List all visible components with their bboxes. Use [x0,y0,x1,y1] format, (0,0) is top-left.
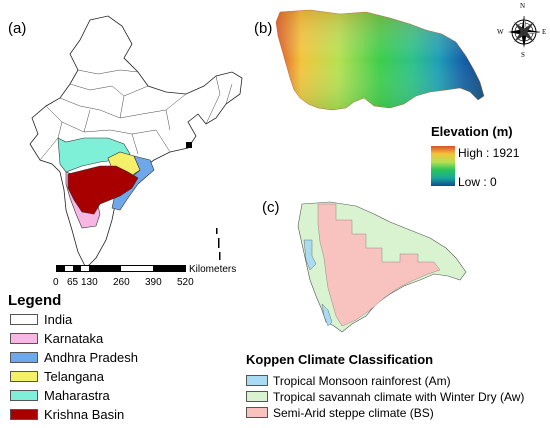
panel-label-a: (a) [8,20,27,37]
legend-swatch [10,390,38,401]
koppen-swatch [246,407,268,418]
scale-tick-labels: 0 65 130 260 390 520 [53,277,196,289]
legend-item-karnataka: Karnataka [10,331,103,346]
scale-tick: 65 [67,277,79,288]
koppen-am-zone-north [303,239,317,271]
koppen-item-aw: Tropical savannah climate with Winter Dr… [246,389,524,404]
scale-tick: 520 [177,277,194,288]
legend-swatch [10,371,38,382]
legend-item-india: India [10,312,72,327]
koppen-swatch [246,375,268,386]
koppen-swatch [246,391,268,402]
compass-rose-icon [508,15,541,48]
koppen-item-bs: Semi-Arid steppe climate (BS) [246,405,434,420]
compass-s: S [521,51,525,59]
legend-label: Maharastra [44,388,110,403]
koppen-map [297,201,467,333]
koppen-label: Tropical savannah climate with Winter Dr… [273,389,525,404]
india-map [29,15,243,269]
panel-label-c: (c) [262,199,280,216]
legend-item-andhra-pradesh: Andhra Pradesh [10,350,138,365]
compass-w: W [497,28,504,36]
elevation-map [275,9,485,111]
legend-swatch [10,352,38,363]
koppen-am-zone-south [321,303,333,327]
scale-tick: 130 [81,277,98,288]
scale-unit: Kilometers [189,264,237,275]
legend-label: Andhra Pradesh [44,350,138,365]
legend-swatch [10,409,38,420]
scale-tick: 260 [113,277,130,288]
koppen-label: Tropical Monsoon rainforest (Am) [273,373,451,388]
state-boundaries [39,69,233,161]
panel-label-b: (b) [254,20,273,37]
koppen-legend-title: Koppen Climate Classification [246,352,434,367]
islands [186,142,221,260]
compass-n: N [520,2,526,10]
koppen-bs-zone [317,203,441,327]
scale-tick: 0 [53,277,59,288]
basin-shading [276,10,484,110]
highlighted-states [57,137,155,229]
legend-label: India [44,312,73,327]
legend-swatch [10,333,38,344]
elevation-low-label: Low : 0 [458,175,497,189]
legend-swatch [10,314,38,325]
legend-item-krishna-basin: Krishna Basin [10,407,124,422]
elevation-color-ramp [431,146,455,186]
legend-label: Telangana [44,369,104,384]
elevation-high-label: High : 1921 [458,146,520,160]
legend-title: Legend [8,292,62,309]
legend-label: Karnataka [44,331,104,346]
legend-item-telangana: Telangana [10,369,104,384]
krishna-basin-region [67,165,139,215]
legend-item-maharastra: Maharastra [10,388,110,403]
koppen-label: Semi-Arid steppe climate (BS) [273,405,434,420]
legend-label: Krishna Basin [44,407,125,422]
compass-e: E [542,28,547,36]
elevation-legend-title: Elevation (m) [431,124,513,139]
koppen-item-am: Tropical Monsoon rainforest (Am) [246,373,451,388]
scale-bar [56,265,186,272]
scale-tick: 390 [145,277,162,288]
